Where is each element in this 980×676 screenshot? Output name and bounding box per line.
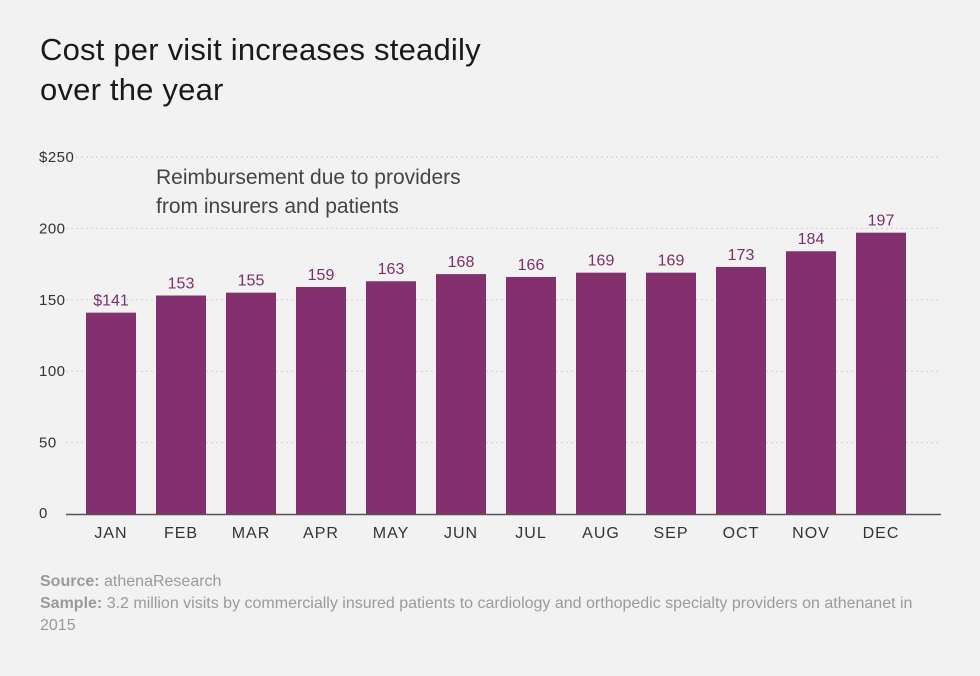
source-note: Source: athenaResearch [40,571,940,593]
y-tick-label: 150 [39,292,66,309]
grid-lines [66,156,941,444]
chart-title: Cost per visit increases steadily over t… [40,30,740,110]
bar-feb [156,295,206,514]
x-tick-label: DEC [863,525,900,542]
x-axis-tick-labels: JAN FEB MAR APR MAY JUN JUL AUG SEP OCT NOV DEC [94,525,900,542]
value-label: 169 [658,253,685,270]
value-label: 184 [798,231,825,248]
y-tick-label: 0 [39,505,48,522]
bar-sep [646,272,696,514]
value-label: 169 [588,253,615,270]
bar-dec [856,232,906,514]
sample-label: Sample: [40,595,103,612]
x-tick-label: JUL [515,525,546,542]
chart-footer: Source: athenaResearch Sample: 3.2 milli… [40,571,940,637]
y-axis-tick-labels: 0 50 100 150 200 $250 [39,149,74,522]
bar-oct [716,266,766,514]
bar-jan [86,312,136,514]
value-label: 197 [868,213,895,230]
x-tick-label: APR [303,525,339,542]
value-labels: $141 153 155 159 163 168 166 169 169 173 184 197 [93,213,894,310]
value-label: 168 [448,254,475,271]
chart-title-line: over the year [40,72,224,107]
x-tick-label: JAN [94,525,127,542]
value-label: 153 [168,276,195,293]
bars [86,232,906,515]
y-tick-label: 100 [39,363,66,380]
x-tick-label: SEP [653,525,688,542]
value-label: $141 [93,293,129,310]
value-label: 163 [378,261,405,278]
x-tick-label: MAR [232,525,271,542]
x-tick-label: FEB [164,525,198,542]
x-tick-label: OCT [723,525,760,542]
bar-aug [576,272,626,514]
sample-note: Sample: 3.2 million visits by commercial… [40,593,940,637]
y-tick-label: 50 [39,435,57,452]
x-tick-label: AUG [582,525,620,542]
value-label: 159 [308,267,335,284]
chart-title-line: Cost per visit increases steadily [40,32,481,67]
bar-jul [506,276,556,514]
value-label: 173 [728,247,755,264]
y-tick-label: $250 [39,149,74,166]
y-tick-label: 200 [39,220,66,237]
bar-mar [226,292,276,514]
value-label: 155 [238,273,265,290]
bar-apr [296,286,346,514]
x-tick-label: JUN [444,525,478,542]
x-tick-label: NOV [792,525,830,542]
sample-text: 3.2 million visits by commercially insur… [40,595,913,634]
annotation-line: Reimbursement due to providers [156,166,461,189]
source-label: Source: [40,573,100,590]
bar-jun [436,274,486,514]
bar-may [366,281,416,514]
value-label: 166 [518,257,545,274]
bar-nov [786,251,836,515]
x-tick-label: MAY [373,525,409,542]
source-text: athenaResearch [99,573,222,590]
annotation-line: from insurers and patients [156,195,399,218]
